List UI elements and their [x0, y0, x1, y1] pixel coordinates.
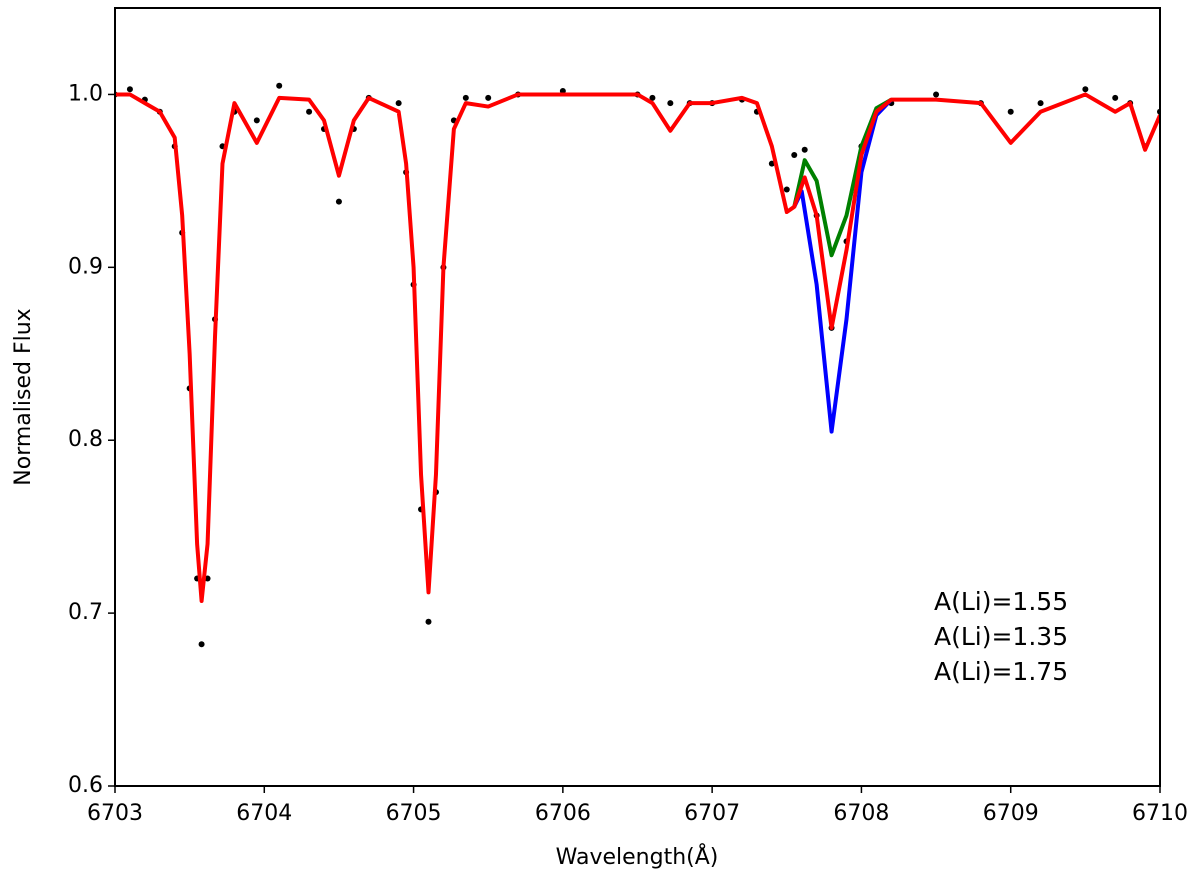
observed-point: [335, 198, 342, 205]
x-tick-label: 6703: [87, 801, 143, 826]
observed-point: [783, 186, 790, 193]
y-tick-label: 0.6: [68, 773, 103, 798]
legend-label: A(Li)=1.55: [934, 587, 1068, 616]
observed-point: [667, 100, 674, 107]
observed-point: [462, 94, 469, 101]
observed-point: [1037, 100, 1044, 107]
model-line: [115, 92, 1160, 604]
y-axis-label: Normalised Flux: [11, 308, 36, 485]
x-tick-label: 6709: [983, 801, 1039, 826]
observed-point: [253, 117, 260, 124]
observed-point: [1112, 94, 1119, 101]
observed-point: [933, 91, 940, 98]
y-tick-label: 0.8: [68, 427, 103, 452]
observed-point: [198, 641, 205, 648]
observed-point: [649, 94, 656, 101]
x-axis-label: Wavelength(Å): [556, 843, 719, 870]
observed-point: [425, 618, 432, 625]
x-tick-label: 6704: [236, 801, 292, 826]
observed-point: [1007, 108, 1014, 115]
x-tick-label: 6707: [684, 801, 740, 826]
observed-point: [801, 146, 808, 153]
x-tick-label: 6710: [1132, 801, 1188, 826]
observed-point: [485, 94, 492, 101]
observed-point: [395, 100, 402, 107]
y-tick-label: 0.7: [68, 600, 103, 625]
legend-label: A(Li)=1.35: [934, 622, 1068, 651]
observed-point: [791, 151, 798, 158]
x-tick-label: 6705: [386, 801, 442, 826]
observed-point: [306, 108, 313, 115]
legend-label: A(Li)=1.75: [934, 657, 1068, 686]
x-tick-label: 6706: [535, 801, 591, 826]
x-tick-label: 6708: [833, 801, 889, 826]
observed-point: [276, 82, 283, 89]
observed-point: [768, 160, 775, 167]
plot-frame: [114, 7, 1161, 787]
y-tick-label: 1.0: [68, 81, 103, 106]
y-tick-label: 0.9: [68, 254, 103, 279]
observed-point: [126, 86, 133, 93]
observed-point: [1082, 86, 1089, 93]
